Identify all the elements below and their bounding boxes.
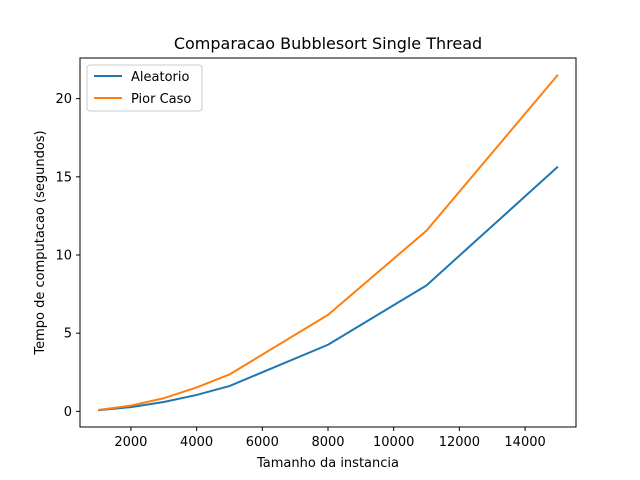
series-line-aleatorio [97,165,559,412]
x-tick-label: 14000 [504,435,545,450]
x-axis: 2000 4000 6000 8000 10000 12000 14000 [114,427,546,450]
y-tick-label: 20 [55,92,72,107]
y-tick-label: 10 [55,249,72,264]
x-tick-label: 6000 [246,435,279,450]
y-tick-label: 5 [64,327,72,342]
y-tick-label: 15 [55,170,72,185]
x-tick-label: 10000 [373,435,414,450]
x-tick-label: 12000 [439,435,480,450]
x-axis-label: Tamanho da instancia [256,456,399,471]
x-tick-label: 8000 [311,435,344,450]
chart-title: Comparacao Bubblesort Single Thread [174,34,482,53]
legend: Aleatorio Pior Caso [86,64,203,112]
x-tick-label: 4000 [180,435,213,450]
y-axis-label: Tempo de computacao (segundos) [33,130,48,355]
y-tick-label: 0 [64,405,72,420]
series-line-pior-caso [97,74,559,411]
legend-label-pior-caso: Pior Caso [131,92,191,107]
y-axis: 0 5 10 15 20 [55,92,80,420]
legend-label-aleatorio: Aleatorio [131,70,189,85]
x-tick-label: 2000 [114,435,147,450]
plot-area [80,58,576,427]
series-layer [97,74,559,412]
